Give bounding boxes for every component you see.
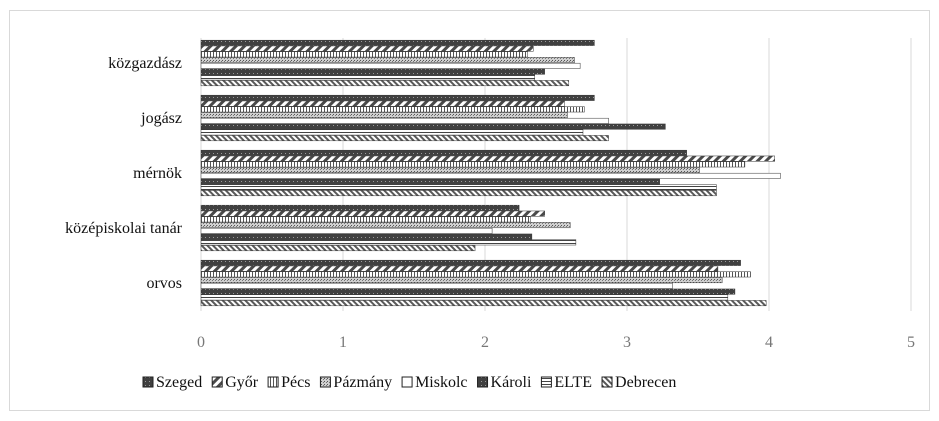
legend-swatch bbox=[142, 376, 154, 388]
bar bbox=[200, 239, 577, 246]
legend-swatch bbox=[540, 376, 552, 388]
bar bbox=[200, 300, 767, 307]
bar bbox=[200, 62, 581, 69]
bar bbox=[200, 149, 687, 156]
legend-label: Károli bbox=[491, 374, 532, 391]
bar bbox=[200, 190, 717, 197]
category-label: orvos bbox=[146, 275, 182, 292]
legend-swatch bbox=[319, 376, 331, 388]
category-label: jogász bbox=[140, 110, 182, 127]
x-tick-label: 4 bbox=[765, 334, 773, 351]
category-label: mérnök bbox=[133, 165, 182, 182]
bar bbox=[200, 172, 781, 179]
x-tick-label: 5 bbox=[907, 334, 915, 351]
bar bbox=[200, 271, 751, 278]
bar bbox=[200, 68, 545, 75]
legend: Szeged Győr Pécs Pázmány Miskolc Károli ELTE De… bbox=[142, 374, 676, 391]
legend-swatch bbox=[401, 376, 413, 388]
bar bbox=[200, 123, 666, 130]
legend-swatch bbox=[477, 376, 489, 388]
bar bbox=[200, 277, 723, 284]
bar bbox=[200, 155, 775, 162]
x-tick-label: 3 bbox=[623, 334, 631, 351]
bar bbox=[200, 178, 660, 185]
bar bbox=[200, 39, 595, 46]
bar bbox=[200, 167, 700, 174]
bar bbox=[200, 294, 729, 301]
category-label: közgazdász bbox=[108, 55, 182, 72]
category-labels: közgazdász jogász mérnök középiskolai tanár… bbox=[65, 55, 183, 292]
x-tick-label: 0 bbox=[197, 334, 205, 351]
bar bbox=[200, 216, 531, 223]
bar bbox=[200, 106, 585, 113]
bar bbox=[200, 210, 545, 217]
legend-swatch bbox=[601, 376, 613, 388]
legend-label: ELTE bbox=[554, 374, 592, 391]
legend-label: Pécs bbox=[281, 374, 310, 391]
bar bbox=[200, 129, 584, 136]
bar bbox=[200, 282, 673, 289]
bar bbox=[200, 135, 609, 142]
bar bbox=[200, 161, 746, 168]
bar bbox=[200, 45, 534, 52]
legend-label: Szeged bbox=[156, 374, 202, 391]
tick-labels: 0 1 2 3 4 5 bbox=[197, 334, 915, 351]
bars bbox=[200, 39, 781, 307]
bar bbox=[200, 204, 520, 211]
bar bbox=[200, 51, 528, 58]
x-tick-label: 2 bbox=[481, 334, 489, 351]
legend-swatch bbox=[211, 376, 223, 388]
bar bbox=[200, 227, 493, 234]
legend-label: Debrecen bbox=[615, 374, 676, 391]
legend-label: Győr bbox=[225, 374, 259, 391]
bar bbox=[200, 80, 570, 87]
bar bbox=[200, 100, 565, 107]
x-tick-label: 1 bbox=[339, 334, 347, 351]
bar bbox=[200, 233, 533, 240]
bar bbox=[200, 245, 476, 252]
bar bbox=[200, 57, 575, 64]
bar bbox=[200, 259, 741, 266]
chart-border bbox=[9, 10, 930, 411]
bar bbox=[200, 222, 571, 229]
legend-label: Pázmány bbox=[333, 374, 392, 391]
bar bbox=[200, 265, 719, 272]
bar bbox=[200, 112, 568, 119]
bar bbox=[200, 288, 736, 295]
bar bbox=[200, 117, 609, 124]
bar bbox=[200, 94, 595, 101]
legend-label: Miskolc bbox=[415, 374, 467, 391]
bar bbox=[200, 184, 717, 191]
bar bbox=[200, 74, 535, 81]
category-label: középiskolai tanár bbox=[65, 220, 183, 237]
legend-swatch bbox=[267, 376, 279, 388]
